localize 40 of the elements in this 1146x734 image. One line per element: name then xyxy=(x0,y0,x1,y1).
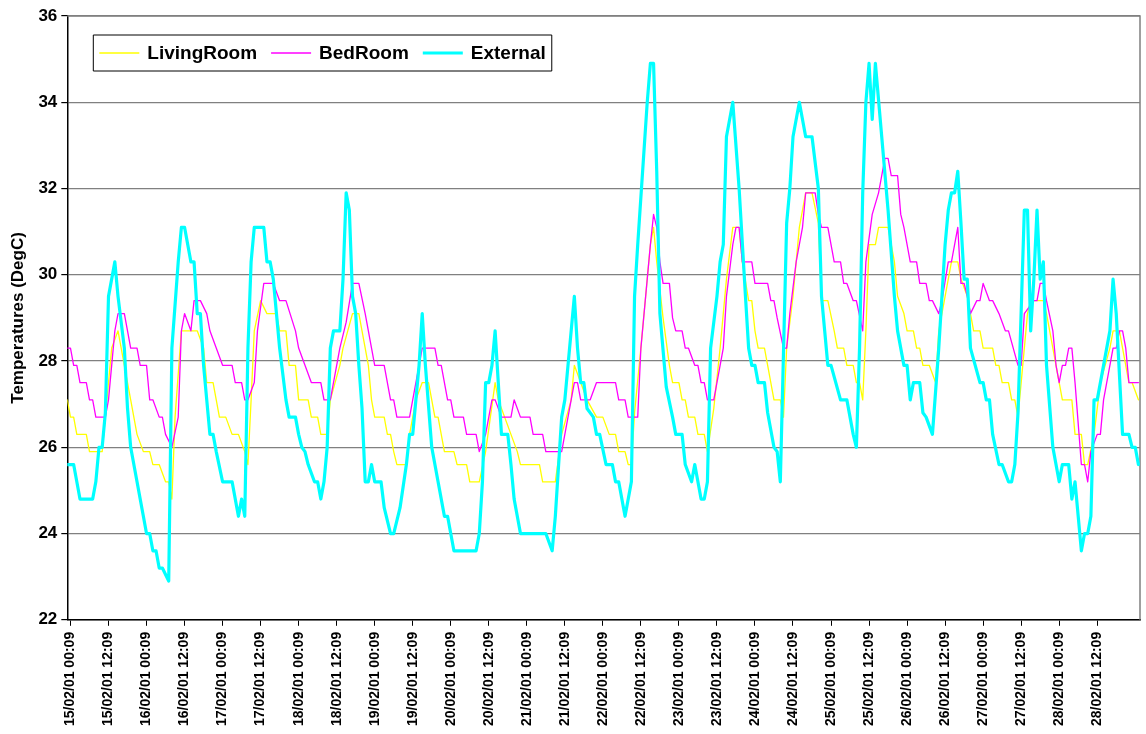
x-tick-label: 19/02/01 12:09 xyxy=(403,631,420,727)
x-tick-label: 24/02/01 12:09 xyxy=(783,631,800,727)
y-tick-label: 36 xyxy=(38,5,58,25)
x-tick-label: 28/02/01 12:09 xyxy=(1088,631,1105,727)
x-tick-label: 28/02/01 00:09 xyxy=(1050,631,1067,727)
x-tick-label: 22/02/01 12:09 xyxy=(631,631,648,727)
x-tick-label: 16/02/01 12:09 xyxy=(175,631,192,727)
x-tick-label: 24/02/01 00:09 xyxy=(745,631,762,727)
x-tick-label: 19/02/01 00:09 xyxy=(365,631,382,727)
x-tick-label: 27/02/01 00:09 xyxy=(974,631,990,727)
x-tick-label: 20/02/01 12:09 xyxy=(479,631,496,727)
y-tick-label: 22 xyxy=(38,609,58,629)
y-tick-label: 26 xyxy=(38,436,58,456)
x-tick-label: 16/02/01 00:09 xyxy=(137,631,154,727)
y-tick-label: 28 xyxy=(38,350,58,370)
x-tick-label: 15/02/01 12:09 xyxy=(99,631,116,727)
x-tick-label: 26/02/01 12:09 xyxy=(935,631,952,727)
y-tick-label: 30 xyxy=(38,264,58,284)
x-tick-label: 21/02/01 00:09 xyxy=(517,631,534,727)
x-tick-label: 27/02/01 12:09 xyxy=(1012,631,1029,727)
y-axis-title: Temperatures (DegC) xyxy=(7,232,27,404)
x-tick-label: 25/02/01 12:09 xyxy=(859,631,876,727)
y-tick-label: 34 xyxy=(38,91,58,111)
legend-label: BedRoom xyxy=(319,42,409,64)
x-tick-label: 23/02/01 12:09 xyxy=(707,631,724,727)
x-tick-label: 15/02/01 00:09 xyxy=(61,631,78,727)
y-tick-label: 24 xyxy=(38,523,58,543)
x-tick-label: 21/02/01 12:09 xyxy=(555,631,572,727)
x-tick-label: 18/02/01 00:09 xyxy=(289,631,306,727)
x-tick-label: 20/02/01 00:09 xyxy=(441,631,458,727)
x-tick-label: 23/02/01 00:09 xyxy=(669,631,686,727)
x-tick-label: 25/02/01 00:09 xyxy=(821,631,838,727)
y-tick-label: 32 xyxy=(38,178,58,198)
x-tick-label: 18/02/01 12:09 xyxy=(327,631,344,727)
x-tick-label: 22/02/01 00:09 xyxy=(593,631,610,727)
legend-label: External xyxy=(470,42,546,64)
x-tick-label: 17/02/01 00:09 xyxy=(213,631,230,727)
legend-label: LivingRoom xyxy=(147,42,258,64)
x-tick-label: 17/02/01 12:09 xyxy=(251,631,268,727)
x-tick-label: 26/02/01 00:09 xyxy=(897,631,914,727)
